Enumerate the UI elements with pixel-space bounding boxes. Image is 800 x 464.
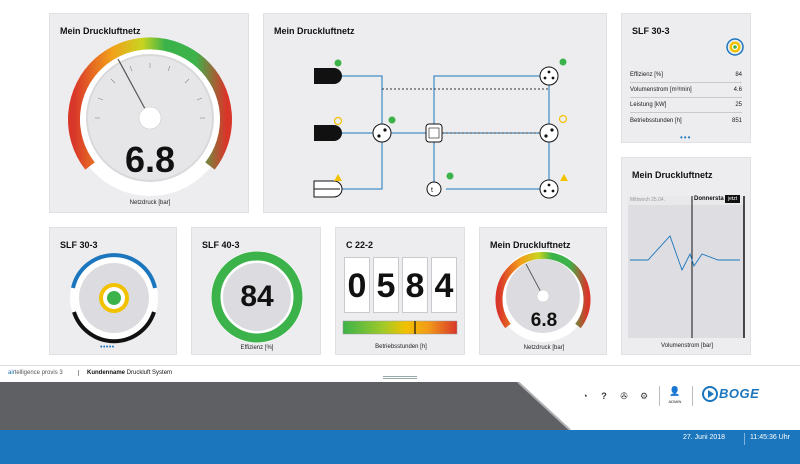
- pressure-value: 6.8: [530, 310, 558, 331]
- card-title: Mein Druckluftnetz: [60, 26, 141, 36]
- divider: [659, 386, 660, 406]
- boge-logo-text: BOGE: [719, 386, 760, 401]
- efficiency-unit-label: Effizienz [%]: [240, 345, 274, 351]
- slf-detail-card[interactable]: SLF 30-3 Effizienz [%] 84 Volumenstrom [m…: [621, 13, 751, 143]
- pagination-dots[interactable]: •••: [680, 133, 692, 142]
- status-ring-gauge: [70, 253, 158, 344]
- efficiency-ring-icon: [726, 38, 744, 56]
- temperature-sensor-icon: t: [426, 181, 442, 197]
- user-icon[interactable]: 👤: [669, 386, 681, 396]
- current-date: 27. Juni 2018: [683, 434, 726, 441]
- kv-row-efficiency: Effizienz [%] 84: [630, 68, 742, 83]
- pressure-unit-label: Netzdruck [bar]: [523, 345, 565, 351]
- card-title: SLF 30-3: [60, 240, 98, 250]
- toolbar-band: [0, 382, 800, 432]
- divider: [692, 386, 693, 406]
- card-title: SLF 30-3: [632, 26, 670, 36]
- trend-unit-label: Volumenstrom [bar]: [660, 343, 714, 349]
- settings-gear-icon[interactable]: ⚙: [639, 391, 649, 401]
- trend-card[interactable]: Mein Druckluftnetz Mittwoch 25.04. Donne…: [621, 157, 751, 355]
- help-icon[interactable]: ?: [601, 391, 607, 401]
- card-title: SLF 40-3: [202, 240, 240, 250]
- pressure-gauge: [68, 37, 232, 196]
- compressor-status-icon[interactable]: ✇: [620, 391, 628, 401]
- counter-card[interactable]: C 22-2 0 5 8 4 Betriebsstunden [h]: [335, 227, 465, 355]
- compressed-air-network-diagram: t: [313, 58, 568, 199]
- efficiency-value: 84: [240, 280, 274, 313]
- tank-icon: [425, 123, 443, 143]
- app-brand: airtelligence provis 3: [8, 370, 63, 376]
- network-diagram-card[interactable]: Mein Druckluftnetz: [263, 13, 607, 213]
- current-time: 11:45:36 Uhr: [750, 434, 790, 441]
- compressor-icon: [313, 68, 343, 198]
- card-title: Mein Druckluftnetz: [490, 240, 571, 250]
- filter-icon: [539, 66, 559, 199]
- svg-text:t: t: [431, 187, 433, 194]
- card-title: C 22-2: [346, 240, 374, 250]
- hours-unit-label: Betriebsstunden [h]: [375, 344, 427, 350]
- drawer-handle[interactable]: [383, 376, 417, 379]
- divider: [744, 433, 745, 445]
- status-bar: [0, 430, 800, 464]
- gauge-card-large[interactable]: Mein Druckluftnetz 6.8 Netzdruck [bar: [49, 13, 249, 213]
- flow-trend-chart: [628, 196, 745, 338]
- pressure-unit-label: Netzdruck [bar]: [129, 200, 171, 206]
- dashboard-gauge-icon[interactable]: ◔: [582, 391, 588, 401]
- pagination-dots[interactable]: •••••: [100, 344, 115, 351]
- card-title: Mein Druckluftnetz: [632, 170, 713, 180]
- hours-color-bar: [342, 320, 458, 335]
- kv-row-flow: Volumenstrom [m³/min] 4.6: [630, 83, 742, 98]
- digit-0: 0: [344, 257, 370, 313]
- slf30-card[interactable]: SLF 30-3 •••••: [49, 227, 177, 355]
- gauge-card-small[interactable]: Mein Druckluftnetz 6.8 Netzdruck [bar]: [479, 227, 607, 355]
- trend-label-right: Donnersta: [694, 196, 724, 202]
- pressure-value: 6.8: [124, 139, 176, 180]
- kv-row-power: Leistung [kW] 25: [630, 98, 742, 113]
- pressure-gauge-small: [495, 250, 591, 342]
- boge-logo-icon: [702, 386, 718, 402]
- digit-1: 5: [373, 257, 399, 313]
- kv-row-hours: Betriebsstunden [h] 851: [630, 117, 742, 124]
- customer-name: Kundenname Druckluft System: [78, 370, 172, 376]
- digit-2: 8: [402, 257, 428, 313]
- dryer-icon: [372, 123, 392, 143]
- card-title: Mein Druckluftnetz: [274, 26, 355, 36]
- efficiency-ring-gauge: [211, 251, 303, 343]
- footer-bar: airtelligence provis 3 Kundenname Druckl…: [0, 365, 800, 382]
- user-label: ADMIN: [668, 399, 682, 404]
- digit-3: 4: [431, 257, 457, 313]
- now-badge: jetzt: [725, 195, 741, 203]
- slf40-card[interactable]: SLF 40-3 84 Effizienz [%]: [191, 227, 321, 355]
- trend-label-left: Mittwoch 25.04.: [630, 197, 666, 203]
